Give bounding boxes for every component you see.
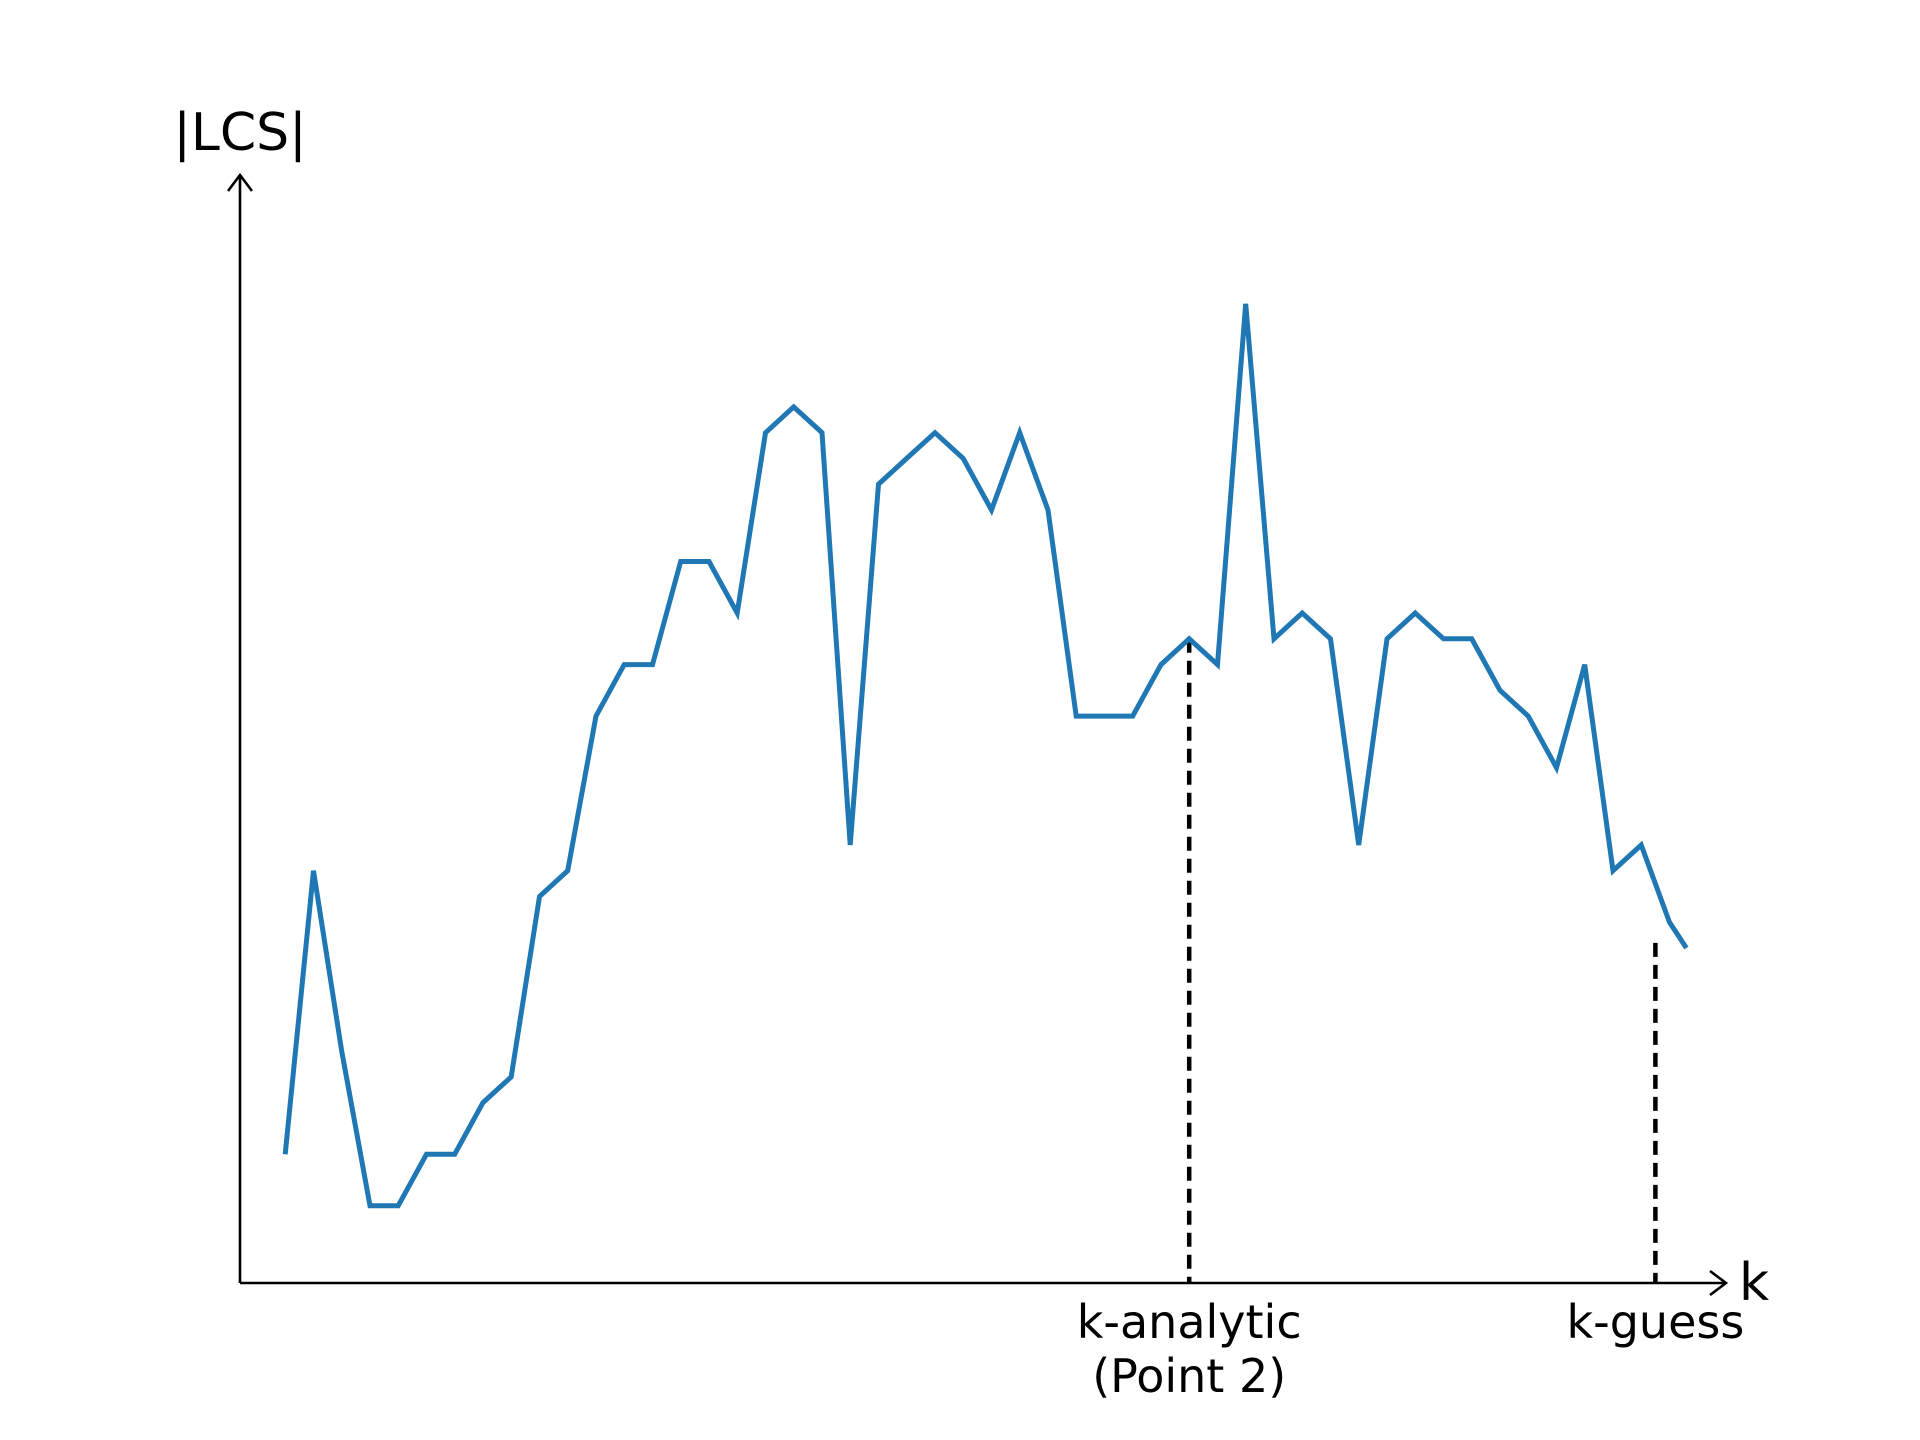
k-analytic-sublabel: (Point 2) [1092, 1349, 1286, 1403]
x-axis-label: k [1739, 1253, 1769, 1313]
marker-labels: k-analytic (Point 2) k-guess [1077, 1295, 1745, 1403]
series-line-0 [282, 303, 1689, 1209]
y-axis-label: |LCS| [173, 103, 306, 163]
series-layer [282, 303, 1689, 1209]
k-guess-label: k-guess [1566, 1295, 1744, 1349]
y-axis-arrow [226, 172, 254, 192]
axes: |LCS| k [173, 103, 1769, 1313]
x-axis-arrow [1709, 1269, 1729, 1297]
k-analytic-label: k-analytic [1077, 1295, 1302, 1349]
marker-lines [1186, 638, 1658, 1283]
